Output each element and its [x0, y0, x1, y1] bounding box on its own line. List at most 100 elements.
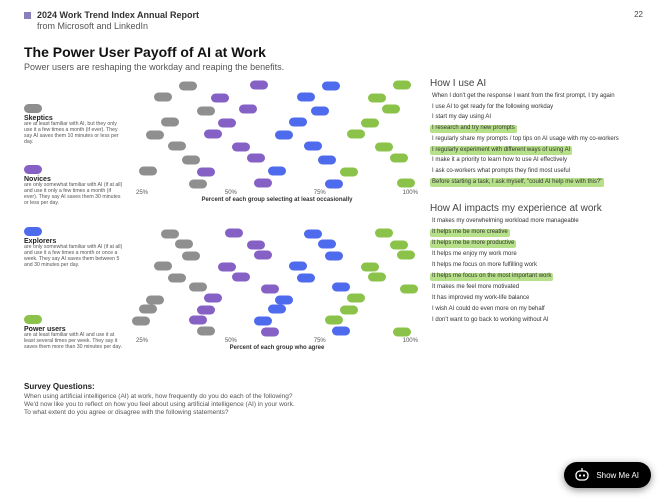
data-pill [361, 262, 379, 271]
data-pill [325, 316, 343, 325]
axis-tick: 100% [403, 338, 418, 344]
right-column: How I use AI When I don't get the respon… [430, 78, 649, 374]
report-title: 2024 Work Trend Index Annual Report [37, 10, 199, 21]
chart-axis-1: 25%50%75%100% [134, 190, 420, 196]
report-sub: from Microsoft and LinkedIn [37, 21, 199, 32]
page-subtitle: Power users are reshaping the workday an… [24, 62, 643, 72]
chart-plot-1 [134, 78, 420, 188]
legend-desc: are only somewhat familiar with AI (if a… [24, 245, 124, 269]
fab-label: Show Me AI [596, 471, 639, 480]
data-pill [161, 230, 179, 239]
statement-row: I use AI to get ready for the following … [430, 103, 555, 112]
data-pill [390, 154, 408, 163]
report-header: 2024 Work Trend Index Annual Report from… [0, 0, 667, 38]
data-pill [297, 273, 315, 282]
data-pill [340, 306, 358, 315]
data-pill [189, 316, 207, 325]
data-pill [390, 241, 408, 250]
chart-how-ai-impacts: 25%50%75%100% Percent of each group who … [134, 226, 420, 362]
statement-row: It helps me be more creative [430, 229, 510, 238]
survey-line: When using artificial intelligence (AI) … [24, 393, 643, 401]
data-pill [161, 117, 179, 126]
legend-column: Skepticsare at least familiar with AI, b… [24, 78, 124, 374]
section1-title: How I use AI [430, 78, 649, 89]
chart-caption-2: Percent of each group who agree [134, 345, 420, 351]
data-pill [325, 180, 343, 189]
statement-row: I wish AI could do even more on my behal… [430, 306, 547, 315]
data-pill [146, 295, 164, 304]
data-pill [197, 167, 215, 176]
legend-pill-icon [24, 104, 42, 113]
header-text: 2024 Work Trend Index Annual Report from… [37, 10, 199, 32]
statement-row: It helps me enjoy my work more [430, 251, 519, 260]
data-pill [393, 328, 411, 337]
data-pill [218, 262, 236, 271]
survey-line: To what extent do you agree or disagree … [24, 409, 643, 417]
legend-item-power: Power usersare at least familiar with AI… [24, 315, 124, 351]
data-pill [368, 94, 386, 103]
legend-item-explorers: Explorersare only somewhat familiar with… [24, 227, 124, 269]
data-pill [254, 178, 272, 187]
charts-column: 25%50%75%100% Percent of each group sele… [134, 78, 420, 374]
statement-row: It makes my overwhelming workload more m… [430, 218, 581, 227]
data-pill [304, 142, 322, 151]
data-pill [247, 241, 265, 250]
data-pill [189, 180, 207, 189]
statement-row: I don't want to go back to working witho… [430, 317, 551, 326]
chart-axis-2: 25%50%75%100% [134, 338, 420, 344]
data-pill [211, 94, 229, 103]
data-pill [397, 250, 415, 259]
chart-caption-1: Percent of each group selecting at least… [134, 197, 420, 203]
legend-pill-icon [24, 165, 42, 174]
data-pill [154, 93, 172, 102]
page-number: 22 [634, 10, 643, 19]
data-pill [175, 239, 193, 248]
data-pill [225, 228, 243, 237]
content: Skepticsare at least familiar with AI, b… [0, 74, 667, 376]
legend-desc: are only somewhat familiar with AI (if a… [24, 183, 124, 207]
statement-row: When I don't get the response I want fro… [430, 93, 617, 102]
data-pill [375, 228, 393, 237]
data-pill [318, 239, 336, 248]
data-pill [318, 155, 336, 164]
statement-row: It makes me feel more motivated [430, 284, 521, 293]
data-pill [218, 118, 236, 127]
legend-pill-icon [24, 227, 42, 236]
data-pill [197, 306, 215, 315]
section2-list: It makes my overwhelming workload more m… [430, 218, 649, 326]
data-pill [304, 230, 322, 239]
data-pill [232, 272, 250, 281]
data-pill [197, 326, 215, 335]
axis-tick: 100% [403, 190, 418, 196]
show-me-ai-button[interactable]: Show Me AI [564, 462, 651, 488]
data-pill [382, 105, 400, 114]
data-pill [139, 166, 157, 175]
title-block: The Power User Payoff of AI at Work Powe… [0, 38, 667, 74]
data-pill [261, 284, 279, 293]
legend-item-skeptics: Skepticsare at least familiar with AI, b… [24, 104, 124, 146]
data-pill [340, 167, 358, 176]
data-pill [275, 295, 293, 304]
statement-row: I make it a priority to learn how to use… [430, 157, 569, 166]
data-pill [325, 252, 343, 261]
data-pill [361, 118, 379, 127]
legend-desc: are at least familiar with AI and use it… [24, 333, 124, 351]
statement-row: I regularly share my prompts / top tips … [430, 135, 621, 144]
data-pill [375, 143, 393, 152]
axis-tick: 25% [136, 190, 148, 196]
data-pill [146, 131, 164, 140]
axis-tick: 50% [225, 190, 237, 196]
section1-list: When I don't get the response I want fro… [430, 93, 649, 187]
data-pill [297, 93, 315, 102]
page-title: The Power User Payoff of AI at Work [24, 44, 643, 60]
data-pill [168, 273, 186, 282]
chart-how-i-use-ai: 25%50%75%100% Percent of each group sele… [134, 78, 420, 214]
statement-row: I ask co-workers what prompts they find … [430, 167, 572, 176]
statement-row: It helps me focus on more fulfilling wor… [430, 262, 539, 271]
data-pill [268, 305, 286, 314]
chart-plot-2 [134, 226, 420, 336]
data-pill [204, 294, 222, 303]
statement-row: It has improved my work-life balance [430, 295, 531, 304]
data-pill [254, 317, 272, 326]
data-pill [268, 166, 286, 175]
